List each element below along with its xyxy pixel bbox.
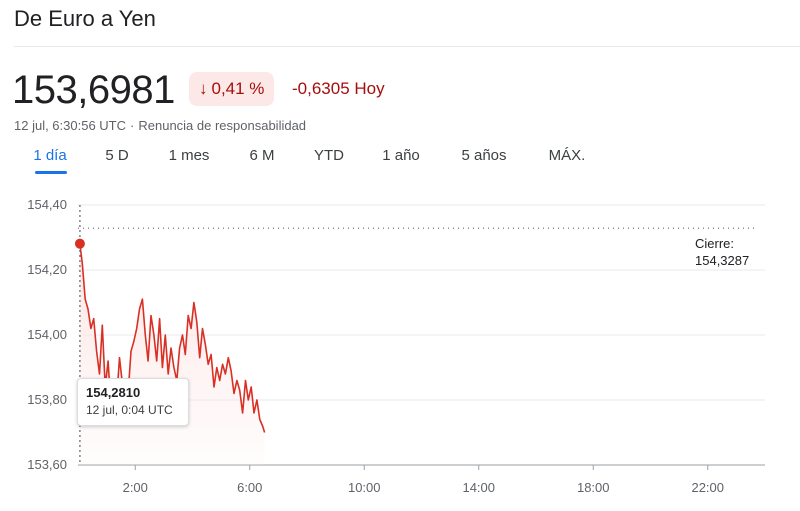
previous-close-label: Cierre: bbox=[695, 236, 735, 251]
price-meta: 12 jul, 6:30:56 UTC · Renuncia de responsa… bbox=[14, 118, 306, 133]
y-tick-label: 153,60 bbox=[27, 457, 67, 472]
tab-1-year[interactable]: 1 año bbox=[382, 147, 420, 164]
tab-6-months[interactable]: 6 M bbox=[249, 147, 275, 164]
previous-close-value: 154,3287 bbox=[695, 253, 750, 268]
x-tick-label: 2:00 bbox=[123, 480, 148, 495]
previous-close-annotation: Cierre: 154,3287 bbox=[695, 235, 749, 269]
absolute-change: -0,6305 Hoy bbox=[292, 79, 385, 99]
tab-ytd[interactable]: YTD bbox=[314, 147, 344, 164]
percent-change-value: 0,41 % bbox=[211, 79, 265, 98]
x-tick-label: 22:00 bbox=[691, 480, 724, 495]
hover-tooltip: 154,2810 12 jul, 0:04 UTC bbox=[77, 378, 189, 426]
x-tick-label: 18:00 bbox=[577, 480, 610, 495]
page-title: De Euro a Yen bbox=[14, 6, 156, 31]
tooltip-value: 154,2810 bbox=[86, 385, 141, 400]
x-tick-label: 10:00 bbox=[348, 480, 381, 495]
tab-1-day[interactable]: 1 día bbox=[33, 147, 67, 164]
title-divider bbox=[14, 46, 800, 47]
x-tick-label: 14:00 bbox=[462, 480, 495, 495]
current-price: 153,6981 bbox=[12, 68, 175, 112]
y-tick-label: 153,80 bbox=[27, 392, 67, 407]
tab-max[interactable]: MÁX. bbox=[548, 147, 586, 164]
tab-5-years[interactable]: 5 años bbox=[461, 147, 507, 164]
price-timestamp: 12 jul, 6:30:56 UTC bbox=[14, 118, 127, 133]
x-tick-label: 6:00 bbox=[237, 480, 262, 495]
range-tabs: 1 día 5 D 1 mes 6 M YTD 1 año 5 años MÁX… bbox=[0, 147, 800, 177]
disclaimer-link[interactable]: Renuncia de responsabilidad bbox=[138, 118, 307, 133]
change-period: Hoy bbox=[354, 79, 385, 98]
meta-separator: · bbox=[130, 118, 135, 133]
tab-1-month[interactable]: 1 mes bbox=[168, 147, 210, 164]
tab-5-days[interactable]: 5 D bbox=[105, 147, 129, 164]
percent-change-badge: ↓ 0,41 % bbox=[189, 72, 275, 106]
absolute-change-value: -0,6305 bbox=[292, 79, 350, 98]
arrow-down-icon: ↓ bbox=[199, 79, 208, 98]
y-tick-label: 154,20 bbox=[27, 262, 67, 277]
y-tick-label: 154,40 bbox=[27, 197, 67, 212]
hover-point bbox=[74, 238, 85, 249]
active-tab-indicator bbox=[35, 171, 67, 174]
y-tick-label: 154,00 bbox=[27, 327, 67, 342]
tooltip-time: 12 jul, 0:04 UTC bbox=[86, 403, 173, 417]
